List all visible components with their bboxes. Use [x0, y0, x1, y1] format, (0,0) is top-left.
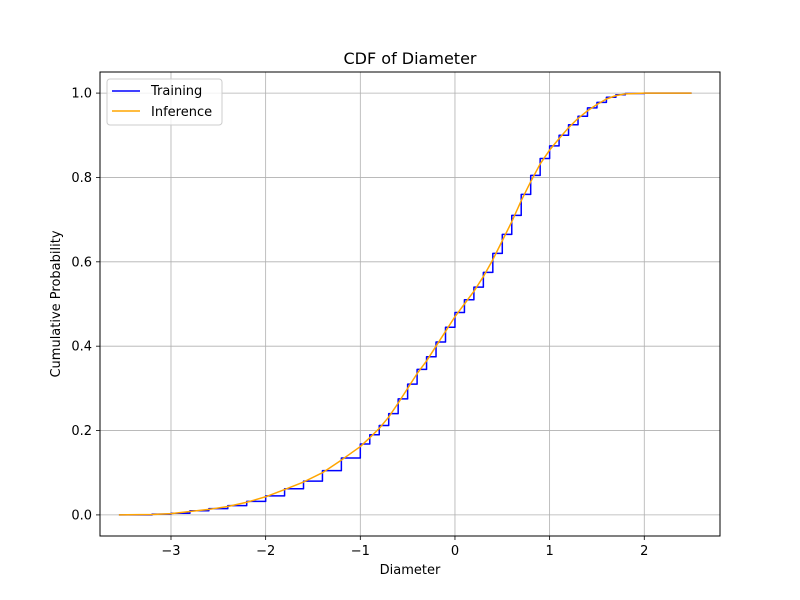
series-layer [118, 92, 692, 516]
y-tick-label: 0.6 [71, 255, 92, 270]
legend-label-training: Training [150, 84, 202, 99]
grid [100, 72, 720, 536]
legend-label-inference: Inference [151, 105, 212, 120]
x-tick-label: 0 [451, 544, 459, 559]
y-axis-label: Cumulative Probability [49, 230, 64, 377]
y-tick-label: 1.0 [71, 87, 92, 102]
chart-title: CDF of Diameter [344, 49, 477, 68]
series-line-inference [118, 92, 692, 516]
x-tick-label: 2 [640, 544, 648, 559]
x-tick-label: −3 [161, 544, 180, 559]
x-tick-label: 1 [545, 544, 553, 559]
x-tick-label: −2 [256, 544, 275, 559]
y-tick-label: 0.4 [71, 340, 92, 355]
y-tick-label: 0.0 [71, 508, 92, 523]
plot-frame [99, 71, 721, 537]
x-axis: −3 −2 −1 0 1 2 [161, 536, 648, 559]
y-tick-label: 0.8 [71, 171, 92, 186]
legend: Training Inference [106, 78, 223, 126]
x-tick-label: −1 [351, 544, 370, 559]
y-axis: 0.0 0.2 0.4 0.6 0.8 1.0 [71, 87, 100, 523]
y-tick-label: 0.2 [71, 424, 92, 439]
x-axis-label: Diameter [380, 563, 441, 578]
